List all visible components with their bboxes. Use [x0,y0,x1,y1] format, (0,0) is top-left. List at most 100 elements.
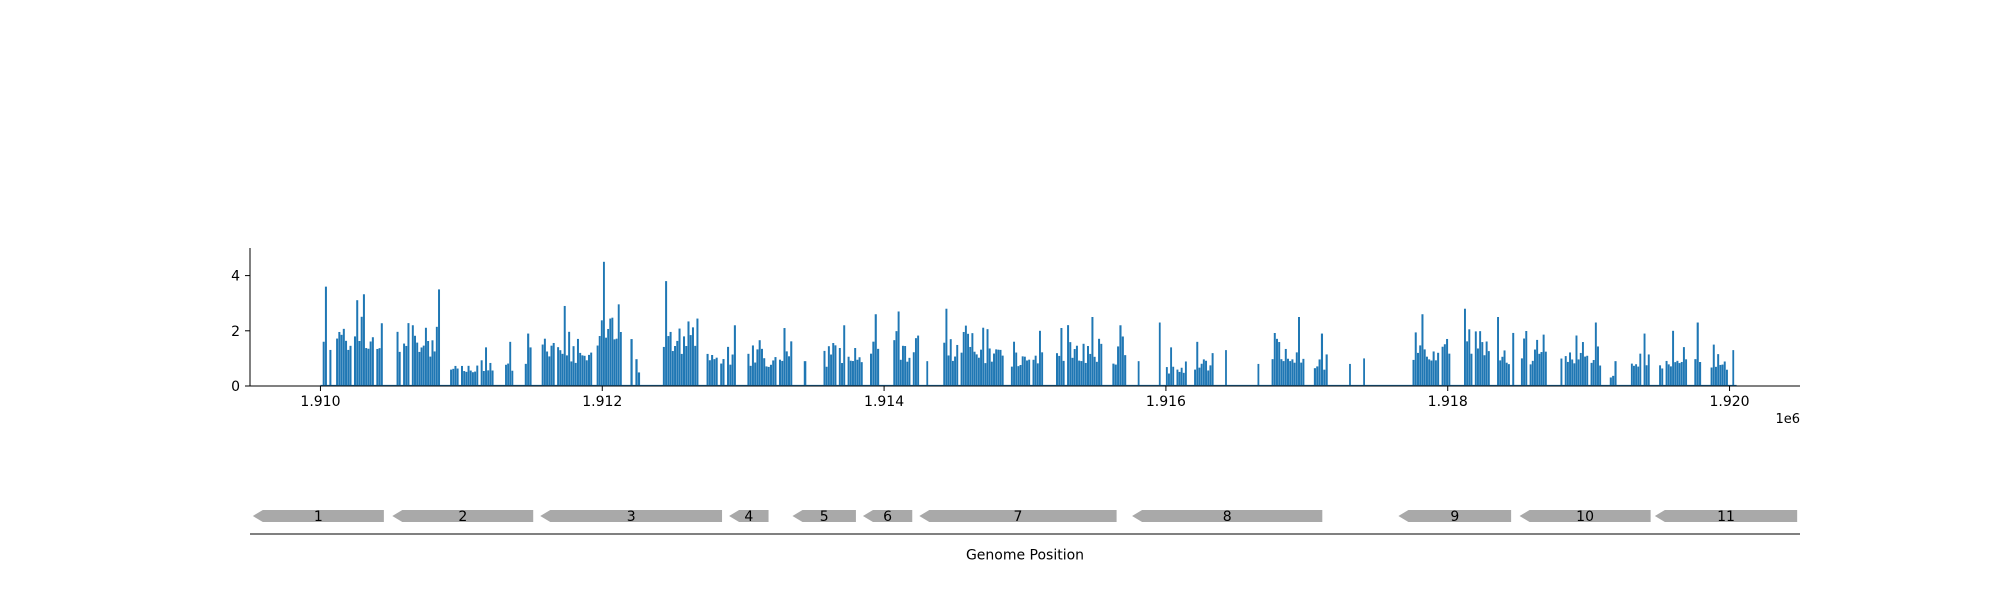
coverage-bar [772,360,775,386]
coverage-bar [1211,353,1214,386]
coverage-bar [1637,366,1640,386]
coverage-bar [465,371,468,386]
coverage-bar [1278,342,1281,386]
coverage-bar [1525,331,1528,386]
gene-arrow [392,510,534,522]
coverage-bar [1137,361,1140,386]
coverage-bar [769,364,772,386]
coverage-bar [476,365,479,386]
coverage-bar [456,368,459,386]
coverage-bar [507,363,510,386]
gene-arrow [252,510,384,522]
coverage-bar [452,368,455,386]
coverage-bar [1590,362,1593,386]
coverage-bar [1205,360,1208,386]
coverage-bar [630,339,633,386]
coverage-bar [1119,325,1122,386]
coverage-bar [685,346,688,386]
coverage-bar [1172,366,1175,386]
coverage-bar [322,341,325,386]
coverage-bar [427,341,430,386]
coverage-bar [1481,342,1484,386]
coverage-bar [338,331,341,386]
coverage-bar [1032,359,1035,386]
coverage-bar [414,335,416,386]
coverage-bar [371,337,374,386]
coverage-bar [969,346,972,386]
coverage-bar [557,347,560,386]
coverage-bar [1363,358,1365,386]
coverage-bar [367,348,370,386]
coverage-bar [590,352,593,386]
coverage-bar [579,352,582,386]
coverage-bar [860,362,863,386]
coverage-bar [576,338,579,386]
coverage-bar [424,327,427,386]
coverage-bar [1599,365,1602,386]
coverage-bar [607,328,610,386]
coverage-bar [613,339,616,386]
gene-3: 3 [540,509,723,525]
coverage-bar [1540,352,1543,386]
coverage-bar [1273,333,1276,386]
coverage-bar [420,347,423,386]
coverage-bar [870,353,873,386]
coverage-bar [482,371,485,386]
coverage-bar [1316,366,1319,386]
gene-1: 1 [252,509,384,525]
coverage-bar [349,345,352,386]
gene-arrow [792,510,856,522]
coverage-bar [993,353,995,386]
coverage-bar [708,360,711,386]
coverage-bar [1289,361,1292,386]
coverage-bar [1463,308,1466,386]
gene-label: 8 [1223,509,1232,525]
coverage-bar [689,335,692,386]
coverage-bar [1001,355,1004,386]
coverage-bar [1062,360,1065,386]
gene-arrow [540,510,723,522]
coverage-bar [1672,330,1675,386]
coverage-bar [1041,352,1044,386]
x-tick-label: 1.912 [582,394,622,410]
coverage-bar [1533,349,1536,386]
coverage-bar [767,366,770,386]
coverage-bar [1421,314,1424,386]
coverage-bar [1098,338,1101,386]
coverage-bar [982,327,985,386]
coverage-bar [605,337,607,386]
coverage-bar [1470,353,1473,386]
coverage-bar [356,300,359,386]
coverage-bar [1609,377,1612,386]
coverage-bar [680,353,683,386]
coverage-bar [827,346,830,386]
coverage-bar [1325,354,1328,386]
coverage-bar [720,363,723,386]
coverage-bar [669,331,672,386]
coverage-bar [1592,360,1595,386]
coverage-bar [1468,329,1471,386]
gene-arrow [1654,510,1798,522]
coverage-bar [1089,353,1092,386]
coverage-bar [1597,346,1599,386]
coverage-bar [1586,355,1589,386]
coverage-bar [1067,325,1070,386]
coverage-bar [984,363,987,386]
coverage-bar [706,353,709,386]
coverage-bar [461,365,463,386]
coverage-bar [1680,361,1683,386]
gene-label: 6 [883,509,892,525]
coverage-bar [1320,333,1324,386]
coverage-bar [926,361,929,386]
coverage-bar [849,360,852,386]
coverage-bar [588,354,590,386]
coverage-bar [763,358,766,386]
x-tick-label: 1.920 [1709,394,1749,410]
coverage-bar [1536,339,1539,386]
gene-label: 1 [314,509,323,525]
coverage-bar [711,355,714,386]
coverage-bar [1476,348,1479,386]
gene-arrow [1519,510,1651,522]
coverage-bar [568,331,571,386]
